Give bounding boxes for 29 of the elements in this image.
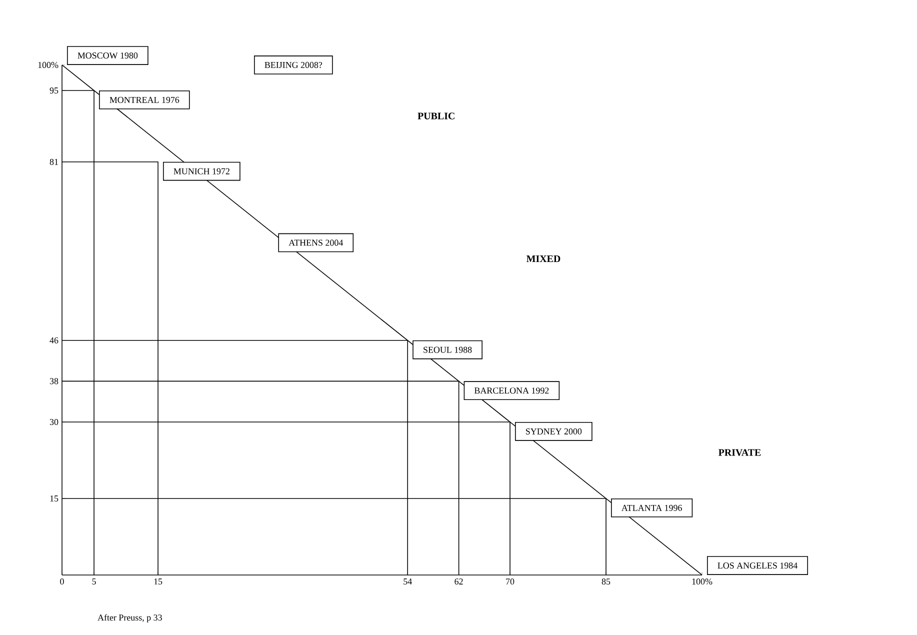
- annotation: ATLANTA 1996: [622, 504, 682, 511]
- x-tick-label: 100%: [692, 578, 712, 585]
- y-tick-label: 81: [50, 158, 58, 165]
- x-tick-label: 15: [154, 578, 162, 585]
- text: After Preuss, p 33: [98, 614, 162, 622]
- annotation: SYDNEY 2000: [526, 428, 582, 434]
- y-tick-label: 100%: [38, 62, 58, 68]
- annotation: BEIJING 2008?: [264, 62, 322, 68]
- annotation: MIXED: [526, 256, 560, 262]
- annotation: MOSCOW 1980: [78, 52, 138, 59]
- annotation: MUNICH 1972: [174, 168, 230, 174]
- text: PRIVATE: [718, 449, 761, 456]
- annotation: ATHENS 2004: [288, 240, 344, 246]
- x-tick-label: 70: [506, 578, 514, 585]
- x-tick-label: 5: [92, 578, 96, 584]
- x-tick-label: 62: [454, 578, 463, 585]
- y-tick-label: 95: [50, 87, 58, 94]
- annotation: PUBLIC: [418, 112, 454, 120]
- annotation: BARCELONA 1992: [474, 388, 549, 394]
- annotation: LOS ANGELES 1984: [718, 562, 798, 569]
- annotation: SEOUL 1988: [424, 346, 472, 353]
- y-tick-label: 46: [50, 337, 58, 344]
- x-tick-label: 85: [602, 578, 610, 585]
- x-tick-label: 0: [60, 578, 64, 585]
- y-tick-label: 30: [50, 418, 58, 426]
- x-tick-label: 54: [404, 578, 412, 584]
- annotation: MONTREAL 1976: [110, 96, 180, 103]
- y-tick-label: 15: [50, 495, 58, 502]
- y-tick-label: 38: [50, 378, 58, 384]
